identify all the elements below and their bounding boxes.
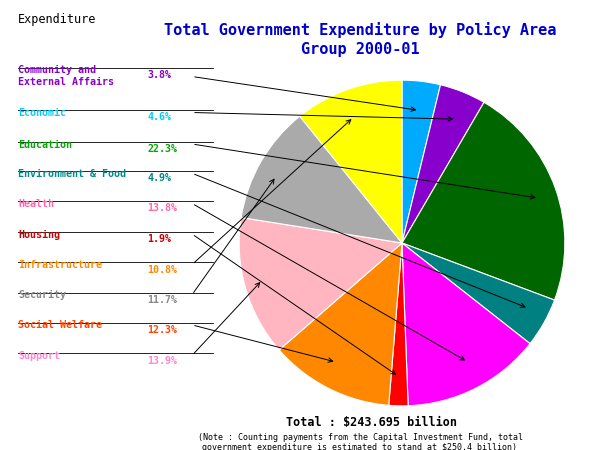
Wedge shape <box>300 80 402 243</box>
Text: Infrastructure: Infrastructure <box>18 260 102 270</box>
Text: 13.8%: 13.8% <box>147 203 177 213</box>
Text: Housing: Housing <box>18 230 60 239</box>
Wedge shape <box>402 243 554 344</box>
Text: Community and
External Affairs: Community and External Affairs <box>18 65 114 87</box>
Wedge shape <box>389 243 408 406</box>
Text: Expenditure: Expenditure <box>18 14 97 27</box>
Text: 10.8%: 10.8% <box>147 265 177 274</box>
Text: 22.3%: 22.3% <box>147 144 177 154</box>
Text: Economic: Economic <box>18 108 66 118</box>
Text: 1.9%: 1.9% <box>147 234 171 244</box>
Text: 11.7%: 11.7% <box>147 295 177 305</box>
Text: Total Government Expenditure by Policy Area
Group 2000-01: Total Government Expenditure by Policy A… <box>164 22 556 57</box>
Text: Support: Support <box>18 351 60 361</box>
Text: 13.9%: 13.9% <box>147 356 177 365</box>
Wedge shape <box>279 243 402 405</box>
Wedge shape <box>239 217 402 350</box>
Text: Total : $243.695 billion: Total : $243.695 billion <box>287 416 458 429</box>
Text: 4.9%: 4.9% <box>147 173 171 183</box>
Wedge shape <box>402 80 440 243</box>
Text: 12.3%: 12.3% <box>147 325 177 335</box>
Text: Social Welfare: Social Welfare <box>18 320 102 330</box>
Wedge shape <box>402 85 484 243</box>
Text: Education: Education <box>18 140 72 149</box>
Wedge shape <box>402 243 530 406</box>
Text: Health: Health <box>18 199 54 209</box>
Wedge shape <box>241 116 402 243</box>
Text: Security: Security <box>18 290 66 300</box>
Text: Environment & Food: Environment & Food <box>18 169 126 179</box>
Text: 3.8%: 3.8% <box>147 70 171 80</box>
Wedge shape <box>402 102 565 300</box>
Text: (Note : Counting payments from the Capital Investment Fund, total
government exp: (Note : Counting payments from the Capit… <box>197 433 523 450</box>
Text: 4.6%: 4.6% <box>147 112 171 122</box>
